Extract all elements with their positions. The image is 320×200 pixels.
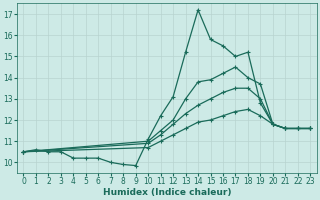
X-axis label: Humidex (Indice chaleur): Humidex (Indice chaleur) xyxy=(103,188,231,197)
